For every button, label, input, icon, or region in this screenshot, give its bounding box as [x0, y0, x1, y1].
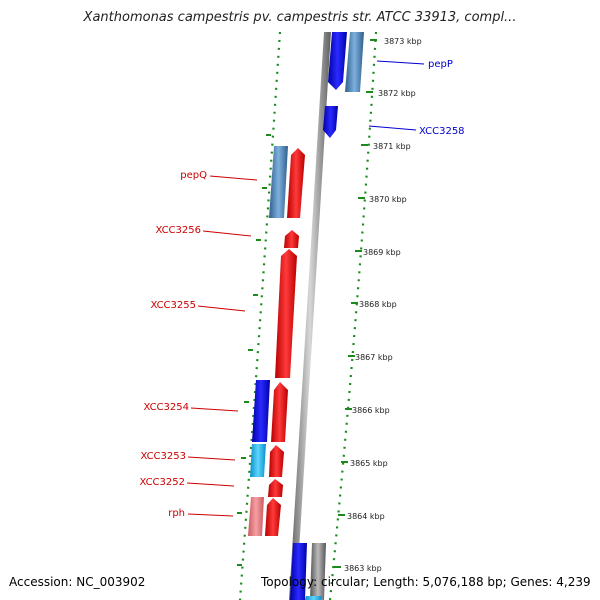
- kbp-label: 3868 kbp: [359, 300, 397, 309]
- feature-pepP: [345, 32, 364, 92]
- kbp-labels: 3873 kbp 3872 kbp 3871 kbp 3870 kbp 3869…: [344, 37, 422, 573]
- kbp-label: 3866 kbp: [352, 406, 390, 415]
- kbp-label: 3871 kbp: [373, 142, 411, 151]
- feature-rph-arrow: [265, 498, 281, 536]
- reverse-gene-labels: pepQ XCC3256 XCC3255 XCC3254 XCC3253 XCC…: [139, 170, 258, 519]
- accession-text: Accession: NC_003902: [9, 575, 146, 589]
- feature-lower-gray: [310, 543, 326, 600]
- feature-pepP-upper: [328, 32, 347, 90]
- gene-label-pepQ[interactable]: pepQ: [180, 170, 207, 181]
- gene-label-rph[interactable]: rph: [168, 508, 185, 519]
- kbp-label: 3863 kbp: [344, 564, 382, 573]
- feature-XCC3252: [268, 479, 283, 497]
- feature-XCC3258: [323, 106, 338, 138]
- feature-pepQ-arrow: [287, 148, 305, 218]
- kbp-label: 3873 kbp: [384, 37, 422, 46]
- genome-backbone: [289, 32, 331, 600]
- outer-ticks: [334, 39, 377, 568]
- gene-label-XCC3256[interactable]: XCC3256: [155, 225, 201, 236]
- gene-label-XCC3258[interactable]: XCC3258: [419, 126, 465, 137]
- inner-ticks: [237, 134, 271, 566]
- map-title: Xanthomonas campestris pv. campestris st…: [83, 10, 517, 25]
- kbp-label: 3870 kbp: [369, 195, 407, 204]
- kbp-label: 3867 kbp: [355, 353, 393, 362]
- forward-gene-labels: pepP XCC3258: [368, 59, 465, 137]
- feature-XCC3255: [275, 249, 297, 378]
- feature-rph: [248, 497, 264, 536]
- gene-label-XCC3252[interactable]: XCC3252: [139, 477, 185, 488]
- feature-XCC3253: [250, 444, 266, 477]
- feature-lower-cyan: [305, 596, 322, 600]
- feature-XCC3253-arrow: [269, 445, 284, 477]
- feature-XCC3256: [284, 230, 299, 248]
- feature-XCC3254-arrow: [271, 382, 288, 442]
- topology-text: Topology: circular; Length: 5,076,188 bp…: [261, 575, 591, 589]
- reverse-features: [248, 146, 305, 536]
- forward-features: [290, 32, 364, 600]
- gene-label-XCC3255[interactable]: XCC3255: [150, 300, 196, 311]
- gene-label-XCC3254[interactable]: XCC3254: [143, 402, 189, 413]
- gene-label-pepP[interactable]: pepP: [428, 59, 453, 70]
- feature-pepQ: [269, 146, 288, 218]
- kbp-label: 3869 kbp: [363, 248, 401, 257]
- feature-lower-blue: [290, 543, 307, 600]
- feature-XCC3254: [252, 380, 270, 442]
- kbp-label: 3865 kbp: [350, 459, 388, 468]
- kbp-label: 3864 kbp: [347, 512, 385, 521]
- kbp-label: 3872 kbp: [378, 89, 416, 98]
- gene-label-XCC3253[interactable]: XCC3253: [140, 451, 186, 462]
